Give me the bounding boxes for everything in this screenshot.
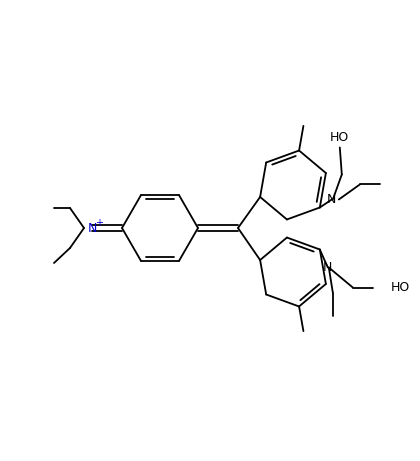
Text: N: N	[87, 221, 97, 235]
Text: +: +	[95, 218, 103, 228]
Text: N: N	[323, 261, 333, 274]
Text: HO: HO	[330, 131, 349, 144]
Text: N: N	[327, 193, 336, 206]
Text: HO: HO	[391, 281, 410, 294]
